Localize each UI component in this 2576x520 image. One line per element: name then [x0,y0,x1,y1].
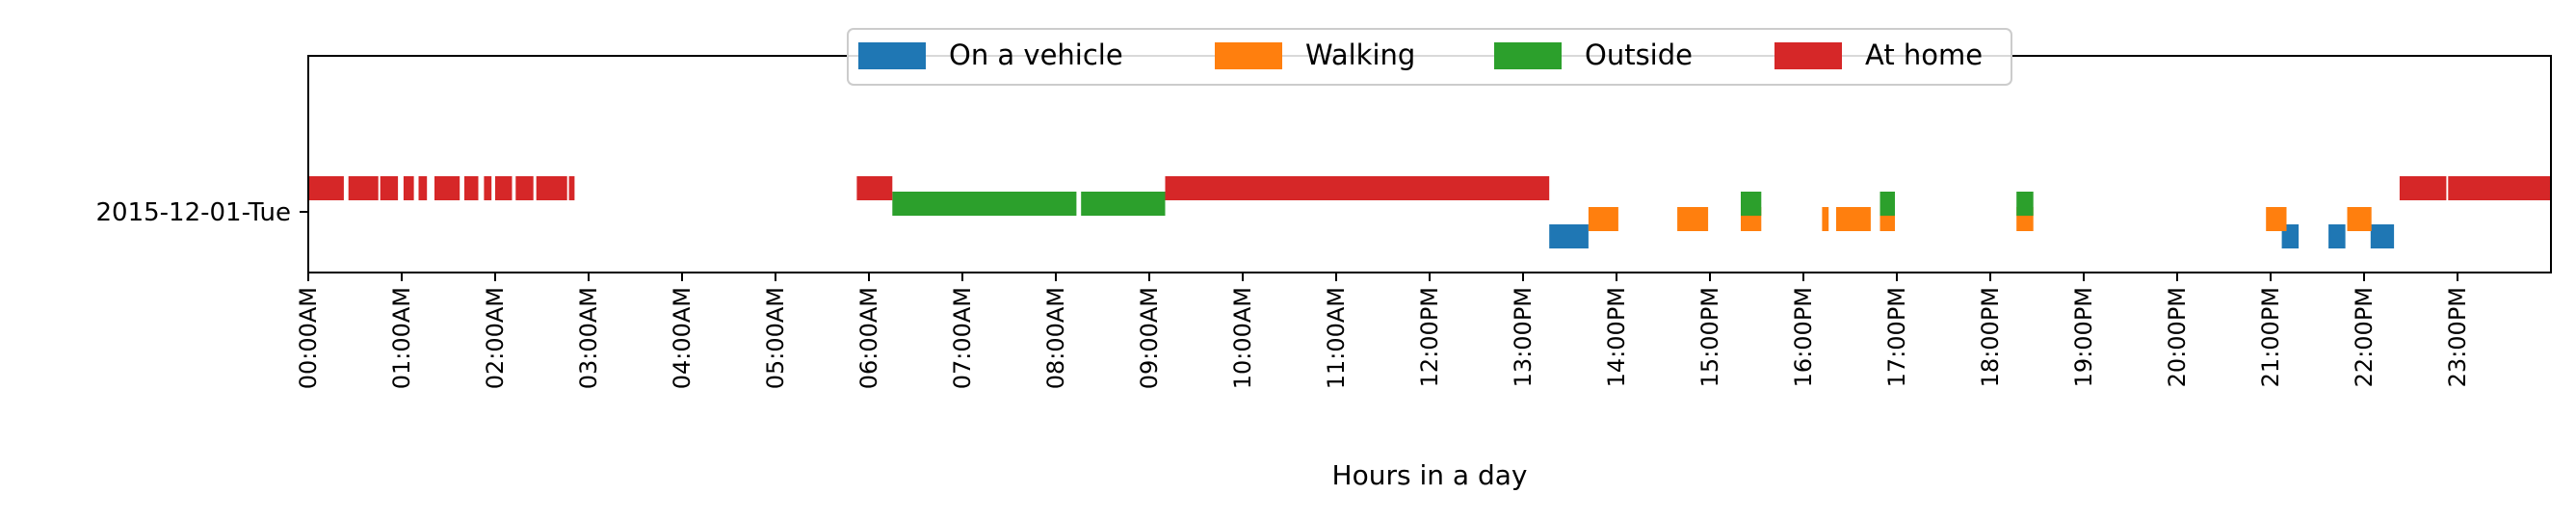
x-tick-label: 18:00PM [1977,287,2004,387]
x-tick-label: 23:00PM [2444,287,2471,387]
segment-outside [892,192,1077,216]
legend-label-outside: Outside [1585,39,1693,71]
x-axis-label: Hours in a day [1332,459,1528,491]
legend: On a vehicle Walking Outside At home [847,28,2012,86]
x-tick-label: 13:00PM [1510,287,1537,387]
segment-outside [2016,192,2034,216]
segment-on-a-vehicle [2328,224,2346,248]
segment-at-home [403,176,414,200]
segment-walking [2266,207,2287,231]
segment-at-home [2399,176,2447,200]
segment-at-home [495,176,513,200]
legend-swatch-outside [1494,42,1562,69]
segment-at-home [348,176,379,200]
legend-label-walking: Walking [1305,39,1415,71]
segment-at-home [536,176,567,200]
legend-box [847,28,2012,86]
legend-label-at-home: At home [1865,39,1983,71]
x-tick-label: 02:00AM [482,287,509,389]
segment-on-a-vehicle [2370,224,2395,248]
segment-at-home [308,176,344,200]
legend-swatch-on-a-vehicle [858,42,926,69]
segment-at-home [1165,176,1550,200]
x-tick-label: 04:00AM [669,287,696,389]
x-tick-label: 03:00AM [575,287,602,389]
segment-walking [1822,207,1829,231]
segment-at-home [515,176,534,200]
segment-at-home [434,176,460,200]
segment-at-home [380,176,399,200]
y-tick-label: 2015-12-01-Tue [95,198,291,227]
segment-at-home [418,176,428,200]
legend-swatch-at-home [1774,42,1842,69]
x-tick-label: 06:00AM [855,287,882,389]
segment-at-home [568,176,575,200]
x-tick-label: 07:00AM [949,287,976,389]
x-tick-label: 14:00PM [1603,287,1630,387]
segment-outside [1741,192,1762,216]
segment-outside [1879,192,1895,216]
legend-swatch-walking [1215,42,1282,69]
x-tick-label: 12:00PM [1416,287,1443,387]
legend-label-on-a-vehicle: On a vehicle [949,39,1123,71]
segment-outside [1081,192,1166,216]
x-tick-label: 16:00PM [1790,287,1817,387]
segment-at-home [2448,176,2551,200]
x-tick-label: 09:00AM [1136,287,1163,389]
segment-at-home [856,176,893,200]
x-tick-label: 21:00PM [2257,287,2284,387]
segment-walking [1836,207,1871,231]
segment-at-home [484,176,492,200]
segment-walking [1677,207,1709,231]
segment-on-a-vehicle [1549,224,1589,248]
segment-walking [1588,207,1618,231]
x-tick-label: 01:00AM [388,287,415,389]
segment-at-home [464,176,479,200]
x-tick-label: 00:00AM [295,287,322,389]
bars-layer [308,176,2551,248]
x-tick-label: 08:00AM [1042,287,1069,389]
axes-layer: 00:00AM 01:00AM 02:00AM 03:00AM 04:00AM 05:00… [95,55,2552,491]
x-tick-label: 17:00PM [1883,287,1910,387]
x-tick-label: 05:00AM [762,287,789,389]
x-tick-label: 11:00AM [1323,287,1350,389]
x-tick-label: 22:00PM [2351,287,2378,387]
x-tick-label: 15:00PM [1696,287,1723,387]
x-tick-label: 20:00PM [2164,287,2191,387]
segment-walking [2347,207,2372,231]
x-tick-label: 10:00AM [1229,287,1256,389]
x-tick-label: 19:00PM [2070,287,2097,387]
